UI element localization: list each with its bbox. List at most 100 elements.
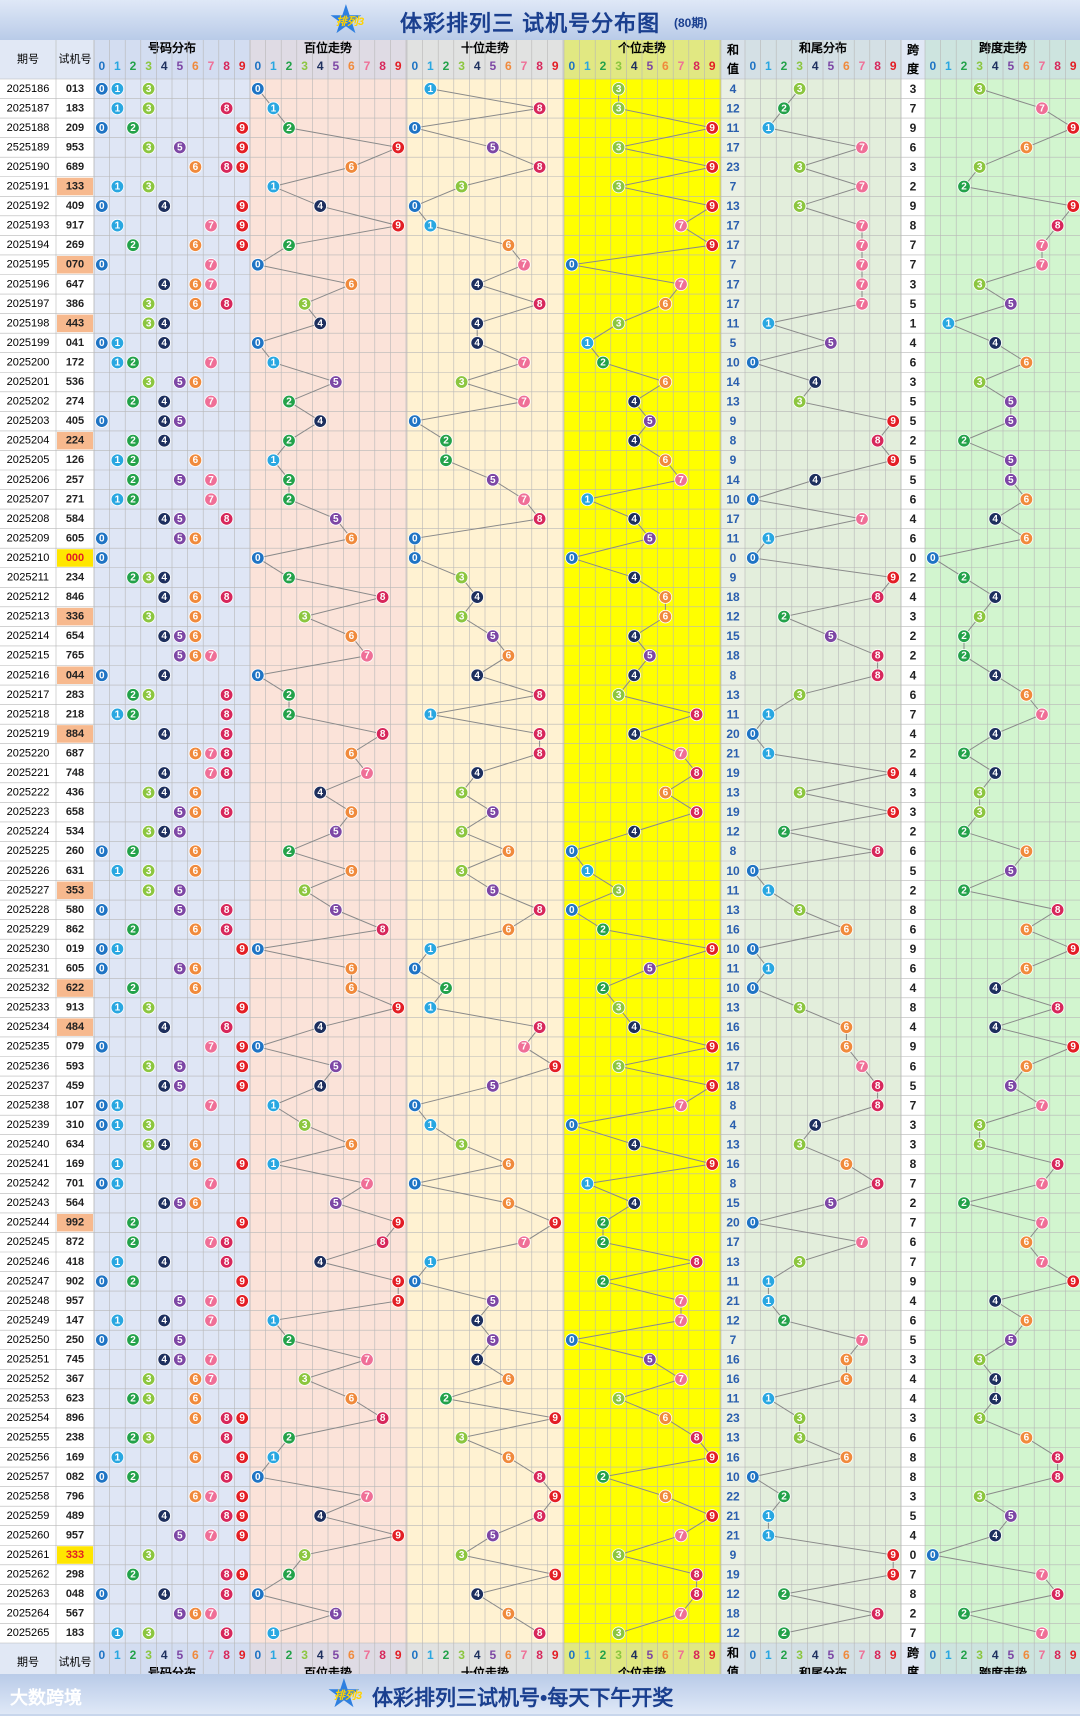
dist-44-9-ball: [235, 942, 249, 956]
dist-15-5-ball: [173, 375, 187, 389]
tail-36-ball: [792, 785, 807, 800]
span-3-label: 6: [1024, 142, 1030, 153]
pos0-46-ball: [344, 981, 359, 995]
dist-4-9-label: 9: [239, 162, 245, 173]
tail-72-ball: [777, 1489, 791, 1504]
dist-43-6-ball: [188, 922, 203, 937]
tail-15-ball: [808, 375, 822, 389]
dist-23-5-ball: [173, 531, 187, 546]
span-77-ball: [1050, 1587, 1065, 1601]
digit-head-1-5: 5: [332, 1648, 339, 1662]
dist-62-5-label: 5: [177, 1296, 183, 1307]
span-24-label: 0: [930, 553, 936, 564]
pos2-4-label: 9: [709, 162, 715, 173]
sum-5: 7: [730, 180, 737, 194]
issue-47: 2025233: [7, 1002, 50, 1014]
dist-25-2-label: 2: [130, 573, 136, 584]
pos0-78-ball: [329, 1606, 343, 1621]
issue-62: 2025248: [7, 1295, 50, 1307]
pos2-69-label: 8: [694, 1433, 700, 1444]
sum-31: 13: [726, 688, 740, 702]
pos1-76-ball: [548, 1567, 562, 1582]
dist-15-6-ball: [188, 375, 203, 389]
dist-75-3-ball: [141, 1548, 156, 1562]
pos1-58-ball: [548, 1215, 562, 1230]
pos2-58-label: 2: [600, 1218, 606, 1229]
dist-36-6-ball: [188, 785, 203, 800]
pos1-25-ball: [454, 570, 469, 585]
dist-69-8-ball: [219, 1431, 234, 1445]
dist-38-4-label: 4: [161, 827, 167, 838]
tail-41-label: 1: [766, 885, 772, 896]
pos1-57-ball: [501, 1196, 516, 1210]
trial-number-2: 209: [66, 122, 84, 134]
pos0-24-label: 0: [255, 553, 261, 564]
dist-22-4-ball: [157, 512, 171, 526]
issue-63: 2025249: [7, 1314, 50, 1326]
dist-32-8-ball: [219, 707, 234, 722]
trial-number-51: 459: [66, 1080, 84, 1092]
pos2-11-ball: [658, 297, 673, 311]
trial-number-76: 298: [66, 1569, 84, 1581]
sum-30: 8: [730, 668, 737, 682]
pos2-75-ball: [611, 1548, 626, 1562]
sum-15: 14: [726, 375, 740, 389]
issue-17: 2025203: [7, 415, 50, 427]
digit-head-4-1: 1: [765, 1648, 772, 1662]
dist-66-3-ball: [141, 1372, 156, 1386]
dist-49-9-label: 9: [239, 1042, 245, 1053]
pos2-50-label: 3: [616, 1061, 622, 1072]
pos1-21-ball: [517, 492, 531, 507]
pos1-79-label: 8: [537, 1628, 543, 1639]
dist-65-7-ball: [204, 1352, 218, 1367]
digit-head-5-5: 5: [1007, 59, 1014, 73]
tail-39-label: 8: [875, 846, 881, 857]
dist-26-8-label: 8: [224, 592, 230, 603]
dist-10-6-label: 6: [193, 279, 199, 290]
tail-53-label: 4: [812, 1120, 818, 1131]
tail-54-ball: [792, 1137, 807, 1152]
dist-43-6-label: 6: [193, 924, 199, 935]
issue-46: 2025232: [7, 982, 50, 994]
dist-58-9-label: 9: [239, 1218, 245, 1229]
tail-13-label: 5: [828, 338, 834, 349]
sum-68: 23: [726, 1411, 740, 1425]
trial-number-29: 765: [66, 650, 84, 662]
pos1-24-label: 0: [412, 553, 418, 564]
issue-48: 2025234: [7, 1021, 50, 1033]
tail-45-label: 1: [766, 964, 772, 975]
dist-2-0-ball: [95, 121, 109, 135]
span-16-ball: [1004, 394, 1018, 409]
issue-53: 2025239: [7, 1119, 50, 1131]
dist-53-1-ball: [110, 1118, 125, 1132]
dist-63-7-ball: [204, 1313, 218, 1328]
pos0-24-ball: [251, 551, 265, 565]
pos1-41-label: 5: [490, 885, 496, 896]
pos2-31-ball: [611, 688, 626, 702]
pos2-32-label: 8: [694, 709, 700, 720]
pos1-15-ball: [454, 375, 469, 389]
span-72-ball: [972, 1489, 987, 1504]
dist-1-3-label: 3: [146, 103, 152, 114]
pos1-4-label: 8: [537, 162, 543, 173]
tail-16-label: 3: [797, 397, 803, 408]
dist-18-2-label: 2: [130, 436, 136, 447]
tail-59-label: 7: [859, 1237, 865, 1248]
tail-71-label: 0: [750, 1472, 756, 1483]
pos2-51-ball: [705, 1079, 719, 1093]
digit-head-2-3: 3: [458, 59, 465, 73]
dist-12-4-ball: [157, 316, 171, 331]
span-53-label: 3: [977, 1120, 983, 1131]
dist-52-7-ball: [204, 1098, 218, 1113]
dist-36-4-label: 4: [161, 788, 167, 799]
pos2-1-label: 3: [616, 103, 622, 114]
dist-40-6-label: 6: [193, 866, 199, 877]
pos2-37-label: 8: [694, 807, 700, 818]
issue-74: 2025260: [7, 1529, 50, 1541]
dist-68-8-label: 8: [224, 1413, 230, 1424]
trial-highlight-24: [57, 549, 93, 567]
issue-65: 2025251: [7, 1354, 50, 1366]
pos1-1-ball: [532, 101, 547, 116]
span-value-5: 2: [910, 180, 917, 194]
pos2-35-label: 8: [694, 768, 700, 779]
